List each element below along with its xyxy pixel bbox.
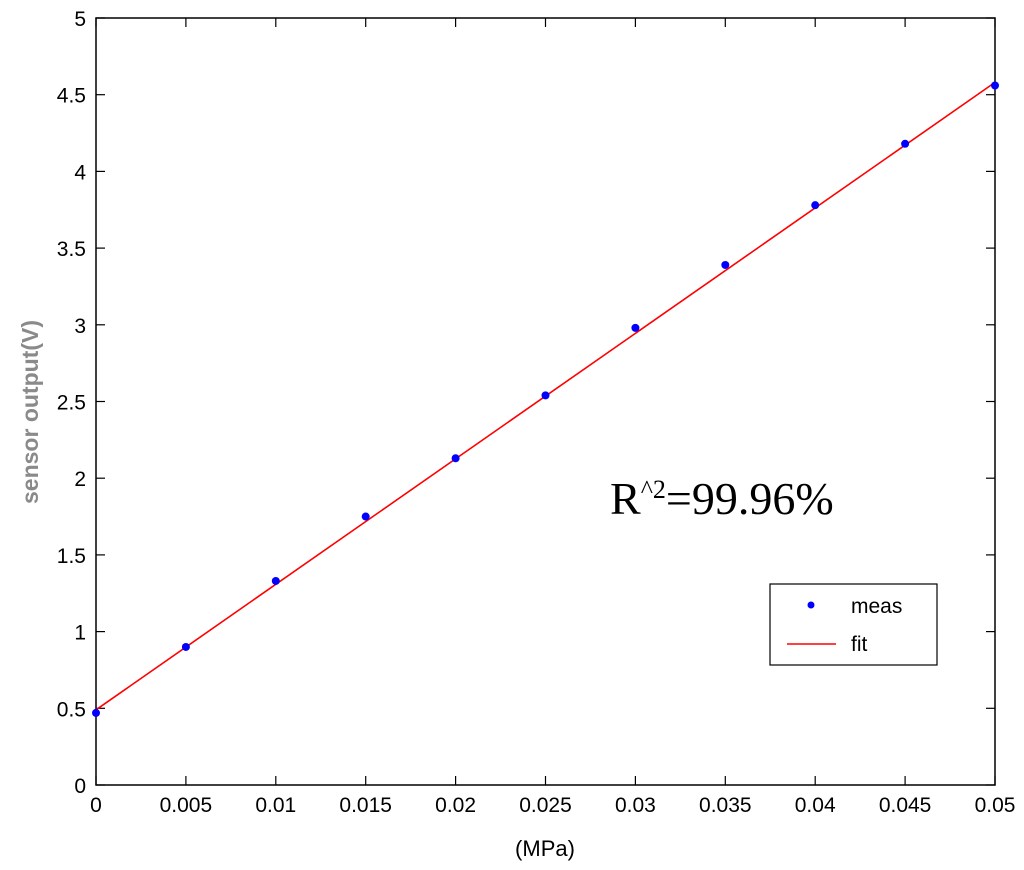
x-tick-label: 0.025 [519,794,572,817]
x-axis-ticks: 0 0.005 0.01 0.015 0.02 0.025 0.03 0.035 0.04 0.0… [90,18,1015,817]
y-tick-label: 3 [74,315,86,338]
meas-point [991,81,999,90]
meas-point [361,512,370,521]
x-tick-label: 0.015 [339,794,392,817]
x-tick-label: 0.005 [160,794,213,817]
x-tick-label: 0.05 [975,794,1016,817]
meas-point [721,260,730,269]
meas-point [92,708,100,717]
r-squared-annotation: R^2=99.96% [610,473,834,524]
legend-box [769,583,938,666]
x-axis-label: (MPa) [515,836,575,861]
y-tick-label: 0 [74,775,86,798]
x-tick-label: 0 [90,794,102,817]
annotation-superscript: ^2 [641,475,666,504]
y-tick-label: 0.5 [57,698,86,721]
y-tick-label: 1 [74,622,86,645]
annotation-base: R [610,473,641,524]
y-tick-label: 1.5 [57,545,86,568]
legend-meas-label: meas [851,595,902,618]
x-tick-label: 0.04 [795,794,836,817]
y-axis-label: sensor output(V) [17,320,43,504]
y-tick-label: 2.5 [57,392,86,415]
meas-point [181,642,190,651]
x-tick-label: 0.035 [699,794,752,817]
x-tick-label: 0.02 [435,794,476,817]
meas-point [271,576,280,585]
y-tick-label: 5 [74,8,86,31]
y-tick-label: 3.5 [57,238,86,261]
y-tick-label: 4.5 [57,85,86,108]
meas-series [92,81,999,717]
x-tick-label: 0.01 [255,794,296,817]
y-tick-label: 2 [74,468,86,491]
legend-fit-label: fit [851,633,868,656]
meas-point [451,454,460,463]
annotation-value: =99.96% [666,473,834,524]
meas-point [901,139,910,148]
plot-area [95,17,996,786]
meas-point [541,391,550,400]
y-axis-ticks: 0 0.5 1 1.5 2 2.5 3 3.5 4 4.5 5 [57,8,995,798]
y-tick-label: 4 [74,161,86,184]
legend: meas fit [769,583,938,666]
legend-meas-marker [807,601,815,609]
meas-point [811,201,820,210]
meas-point [631,323,640,332]
x-tick-label: 0.045 [879,794,932,817]
x-tick-label: 0.03 [615,794,656,817]
